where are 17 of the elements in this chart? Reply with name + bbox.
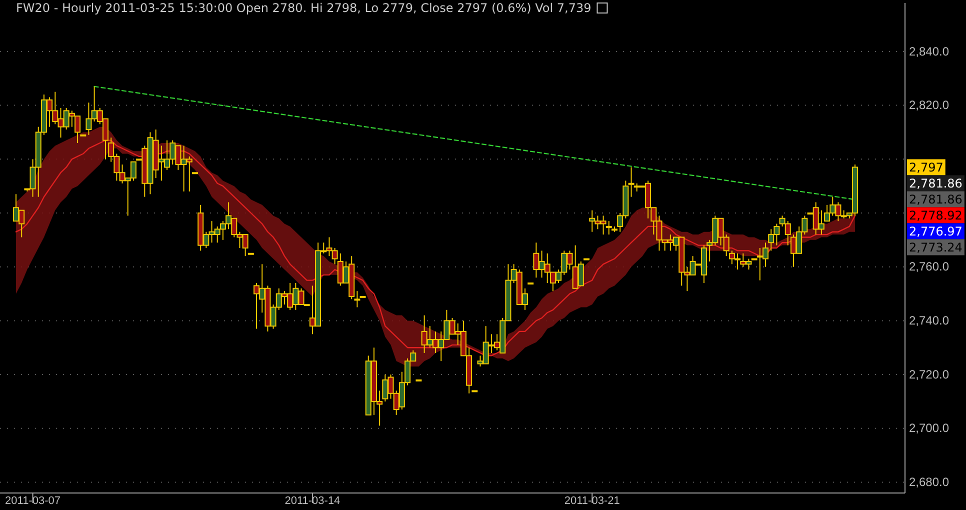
chart-title: FW20 - Hourly 2011-03-25 15:30:00 Open 2780. Hi 2798, Lo 2779, Close 2797 (0.6%) Vol 7,739 xyxy=(16,1,592,15)
y-tick-label: 2,840.0 xyxy=(909,44,950,58)
text: 2,776.97 xyxy=(909,224,962,238)
text: 2,797 xyxy=(909,160,944,174)
x-tick-label: 2011-03-07 xyxy=(5,494,61,507)
text: 2,781.86 xyxy=(909,176,962,190)
y-tick-label: 2,760.0 xyxy=(909,260,950,274)
text: 2,778.92 xyxy=(909,208,962,222)
text: 2,773.24 xyxy=(909,240,962,254)
x-tick-label: 2011-03-14 xyxy=(284,494,340,507)
y-tick-label: 2,720.0 xyxy=(909,367,950,382)
y-tick-label: 2,680.0 xyxy=(909,475,950,490)
y-tick-label: 2,820.0 xyxy=(909,98,950,112)
text: 2,781.86 xyxy=(909,192,962,206)
y-tick-label: 2,700.0 xyxy=(909,421,950,436)
y-tick-label: 2,740.0 xyxy=(909,314,950,328)
x-tick-label: 2011-03-21 xyxy=(564,494,620,507)
